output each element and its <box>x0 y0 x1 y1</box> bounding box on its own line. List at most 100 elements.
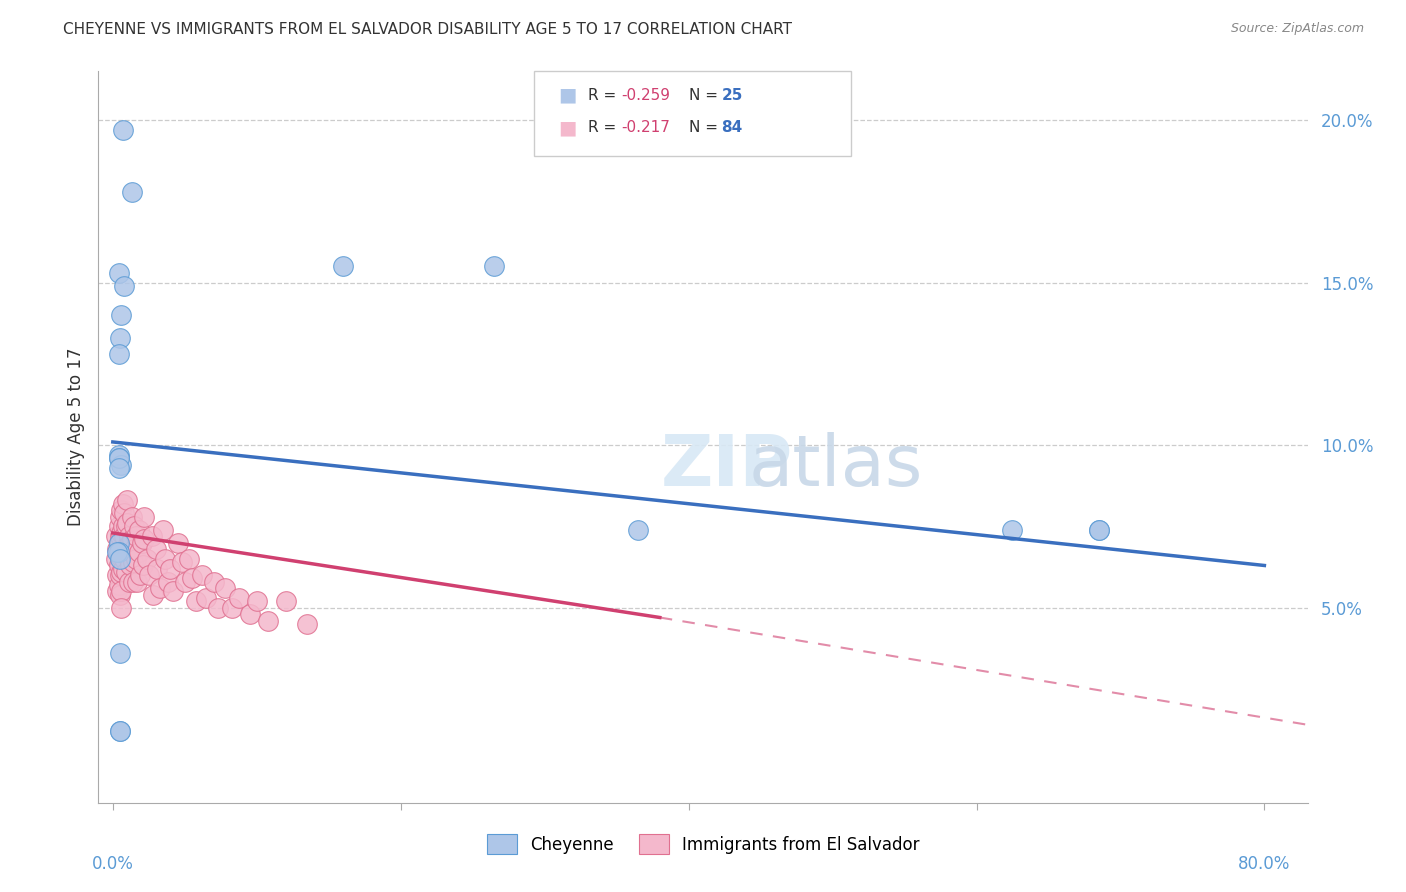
Point <box>156 574 179 589</box>
Point <box>108 331 131 345</box>
Point <box>627 523 650 537</box>
Point <box>124 519 146 533</box>
Point <box>108 549 131 563</box>
Text: R =: R = <box>588 88 621 103</box>
Point <box>111 123 134 137</box>
Point <box>110 308 132 322</box>
Point <box>332 260 354 274</box>
Text: ■: ■ <box>558 118 576 137</box>
Point <box>257 614 280 628</box>
Y-axis label: Disability Age 5 to 17: Disability Age 5 to 17 <box>66 348 84 526</box>
Point <box>134 533 156 547</box>
Point <box>105 545 128 559</box>
Point <box>105 584 128 599</box>
Point <box>1001 523 1024 537</box>
Point <box>142 588 165 602</box>
Point <box>118 529 141 543</box>
Point <box>112 529 135 543</box>
Point <box>128 545 150 559</box>
Point <box>136 552 159 566</box>
Point <box>105 568 128 582</box>
Point <box>228 591 250 605</box>
Point <box>186 594 208 608</box>
Point <box>122 574 145 589</box>
Point <box>104 529 127 543</box>
Point <box>107 545 129 559</box>
Point <box>110 584 132 599</box>
Point <box>111 497 134 511</box>
Point <box>108 724 131 739</box>
Point <box>129 568 152 582</box>
Point <box>246 594 269 608</box>
Point <box>112 507 135 521</box>
Point <box>1088 523 1111 537</box>
Point <box>114 565 136 579</box>
Point <box>110 600 132 615</box>
Point <box>107 558 129 573</box>
Point <box>115 493 138 508</box>
Point <box>214 581 236 595</box>
Text: 0.0%: 0.0% <box>91 855 134 872</box>
Point <box>112 279 135 293</box>
Point <box>110 503 132 517</box>
Point <box>111 519 134 533</box>
Point <box>107 448 129 462</box>
Point <box>114 542 136 557</box>
Text: -0.259: -0.259 <box>621 88 671 103</box>
Point <box>128 523 150 537</box>
Point <box>108 568 131 582</box>
Point <box>179 552 201 566</box>
Text: N =: N = <box>689 88 723 103</box>
Text: N =: N = <box>689 120 723 135</box>
Point <box>195 591 218 605</box>
Point <box>107 461 129 475</box>
Point <box>108 724 131 739</box>
Point <box>111 562 134 576</box>
Point <box>170 555 193 569</box>
Point <box>239 607 262 622</box>
Point <box>118 574 141 589</box>
Point <box>149 581 172 595</box>
Point <box>125 552 148 566</box>
Point <box>118 552 141 566</box>
Point <box>202 574 225 589</box>
Point <box>108 509 131 524</box>
Point <box>107 578 129 592</box>
Point <box>121 185 143 199</box>
Point <box>115 516 138 531</box>
Point <box>104 552 127 566</box>
Text: Source: ZipAtlas.com: Source: ZipAtlas.com <box>1230 22 1364 36</box>
Text: R =: R = <box>588 120 621 135</box>
Point <box>107 519 129 533</box>
Point <box>484 260 506 274</box>
Point <box>107 451 129 466</box>
Point <box>121 533 143 547</box>
Point <box>134 509 156 524</box>
Point <box>107 535 129 549</box>
Point <box>295 617 318 632</box>
Point <box>138 568 160 582</box>
Text: ■: ■ <box>558 86 576 105</box>
Text: -0.217: -0.217 <box>621 120 671 135</box>
Point <box>173 574 195 589</box>
Text: ZIP: ZIP <box>661 432 793 500</box>
Point <box>108 529 131 543</box>
Point <box>108 646 131 660</box>
Point <box>274 594 297 608</box>
Text: 84: 84 <box>721 120 742 135</box>
Point <box>120 558 142 573</box>
Text: atlas: atlas <box>749 432 924 500</box>
Point <box>107 451 129 466</box>
Point <box>110 458 132 472</box>
Point <box>114 519 136 533</box>
Point <box>127 574 149 589</box>
Point <box>107 535 129 549</box>
Point <box>124 542 146 557</box>
Point <box>111 542 134 557</box>
Point <box>105 542 128 557</box>
Point <box>120 535 142 549</box>
Point <box>108 588 131 602</box>
Point <box>107 266 129 280</box>
Point <box>108 552 131 566</box>
Point <box>141 529 163 543</box>
